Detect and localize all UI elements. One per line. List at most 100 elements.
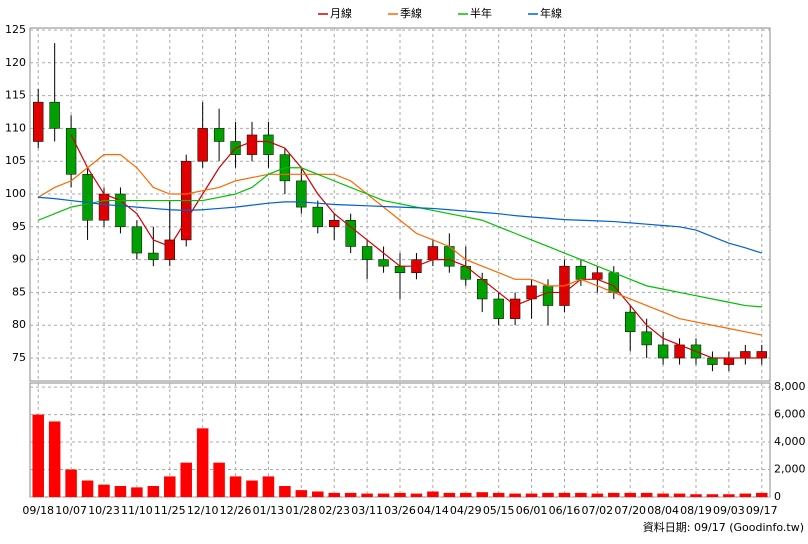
x-tick-label: 11/25: [154, 504, 186, 517]
volume-bar: [558, 492, 571, 497]
volume-bar: [690, 494, 702, 497]
volume-bar: [673, 493, 686, 497]
ma-line: [37, 154, 762, 336]
volume-bar: [657, 493, 669, 497]
volume-bar: [739, 493, 752, 497]
volume-bar: [48, 421, 61, 497]
volume-bar: [180, 462, 192, 497]
x-tick-label: 01/28: [285, 504, 317, 517]
candle-body: [707, 357, 718, 365]
candle-body: [115, 193, 126, 228]
ma-line: [38, 196, 762, 254]
volume-bar: [147, 486, 160, 497]
volume-bar: [131, 487, 143, 497]
y-tick-label: 120: [5, 56, 26, 69]
volume-bar: [279, 486, 291, 497]
volume-bar: [509, 493, 521, 497]
candle-body: [345, 219, 356, 247]
volume-bar: [81, 480, 94, 497]
x-tick-label: 04/29: [450, 504, 482, 517]
x-tick-label: 09/17: [746, 504, 778, 517]
volume-bar: [575, 492, 587, 497]
x-tick-label: 11/10: [121, 504, 153, 517]
candle-body: [509, 298, 521, 319]
x-tick-label: 12/26: [220, 504, 252, 517]
y2-tick-label: 2,000: [774, 463, 806, 476]
legend-label: 半年: [470, 6, 492, 20]
candle-body: [329, 219, 340, 228]
volume-bar: [591, 493, 604, 497]
x-tick-label: 08/04: [647, 504, 679, 517]
volume-bar: [624, 492, 636, 497]
volume-bar: [65, 469, 77, 497]
candle-body: [246, 134, 258, 155]
y-tick-label: 115: [5, 89, 26, 102]
volume-bar: [98, 484, 110, 497]
y-tick-label: 75: [12, 351, 26, 364]
x-tick-label: 03/26: [384, 504, 416, 517]
x-tick-label: 05/15: [483, 504, 515, 517]
y2-tick-label: 4,000: [774, 435, 806, 448]
x-tick-label: 09/03: [713, 504, 745, 517]
volume-bar: [312, 491, 324, 497]
volume-bar: [542, 492, 554, 497]
volume-bar: [295, 490, 308, 497]
candle-body: [65, 128, 77, 175]
y-tick-label: 105: [5, 154, 26, 167]
candle-body: [378, 259, 389, 267]
y-tick-label: 90: [12, 253, 26, 266]
volume-bar: [164, 476, 176, 497]
volume-bar: [262, 476, 275, 497]
volume-bar: [723, 494, 735, 497]
candle-body: [740, 351, 751, 359]
candle-body: [394, 265, 406, 273]
candle-body: [723, 357, 735, 365]
candle-body: [131, 226, 143, 254]
volume-bar: [344, 492, 357, 497]
candle-body: [33, 101, 44, 142]
volume-bar: [114, 486, 127, 497]
volume-bar: [476, 492, 488, 497]
x-tick-label: 10/23: [88, 504, 120, 517]
candle-body: [213, 128, 225, 142]
volume-bar: [427, 491, 439, 497]
x-tick-label: 06/01: [516, 504, 548, 517]
candle-body: [427, 246, 439, 260]
y-tick-label: 95: [12, 220, 26, 233]
candle-body: [98, 193, 110, 221]
y-tick-label: 85: [12, 285, 26, 298]
x-tick-label: 01/13: [253, 504, 285, 517]
candle-body: [756, 351, 767, 359]
volume-bar: [377, 493, 390, 497]
candle-body: [164, 239, 175, 260]
y2-tick-label: 8,000: [774, 380, 806, 393]
x-tick-label: 06/16: [549, 504, 581, 517]
volume-bar: [460, 492, 472, 497]
volume-bar: [640, 492, 653, 497]
candle-body: [263, 134, 274, 155]
candle-body: [296, 180, 307, 208]
legend-label: 年線: [540, 6, 562, 20]
volume-bar: [196, 428, 209, 497]
ma-line: [70, 134, 762, 359]
y-tick-label: 80: [12, 318, 26, 331]
y2-tick-label: 6,000: [774, 408, 806, 421]
candle-body: [592, 272, 603, 280]
x-tick-label: 07/02: [581, 504, 613, 517]
volume-bar: [394, 492, 406, 497]
volume-bar: [608, 492, 620, 497]
x-tick-label: 08/19: [680, 504, 712, 517]
candle-body: [625, 311, 636, 333]
candle-body: [575, 265, 587, 280]
candle-body: [657, 344, 669, 359]
volume-bar: [492, 492, 505, 497]
volume-bar: [525, 493, 538, 497]
volume-bar: [328, 492, 340, 497]
x-tick-label: 02/23: [318, 504, 350, 517]
volume-bar: [410, 493, 423, 497]
x-tick-label: 03/11: [351, 504, 383, 517]
candle-body: [197, 128, 208, 162]
candle-body: [361, 246, 373, 260]
x-tick-label: 10/07: [55, 504, 87, 517]
ma-line: [37, 167, 762, 308]
